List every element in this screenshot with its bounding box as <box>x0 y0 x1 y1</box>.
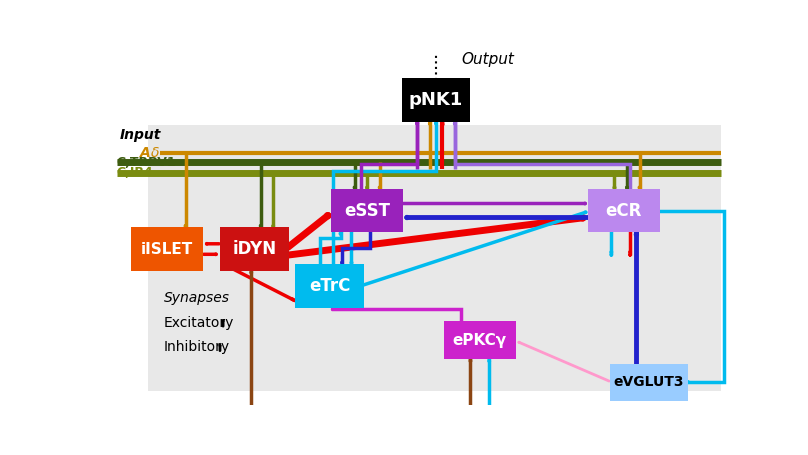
FancyBboxPatch shape <box>444 321 516 359</box>
Text: Synapses: Synapses <box>163 291 229 305</box>
Text: eVGLUT3: eVGLUT3 <box>613 375 684 389</box>
FancyBboxPatch shape <box>220 227 289 271</box>
Text: iDYN: iDYN <box>233 240 276 258</box>
FancyBboxPatch shape <box>610 364 688 400</box>
Text: Input: Input <box>120 128 161 142</box>
Text: A$\delta$: A$\delta$ <box>139 146 161 160</box>
FancyBboxPatch shape <box>331 189 403 233</box>
Text: eCR: eCR <box>606 202 642 219</box>
Text: Inhibitory: Inhibitory <box>163 340 229 354</box>
FancyBboxPatch shape <box>148 125 721 391</box>
Text: C,IB4: C,IB4 <box>116 166 154 179</box>
Text: pNK1: pNK1 <box>409 91 463 109</box>
Text: iISLET: iISLET <box>141 242 193 257</box>
FancyBboxPatch shape <box>131 227 203 271</box>
Text: ePKCγ: ePKCγ <box>452 333 507 348</box>
Text: C,TRPV1: C,TRPV1 <box>116 156 176 169</box>
Text: eTrC: eTrC <box>309 277 350 295</box>
FancyBboxPatch shape <box>295 264 364 308</box>
FancyBboxPatch shape <box>588 189 660 233</box>
FancyBboxPatch shape <box>402 78 470 122</box>
Text: Excitatory: Excitatory <box>163 316 234 329</box>
Text: eSST: eSST <box>344 202 390 219</box>
Text: Output: Output <box>461 52 514 67</box>
